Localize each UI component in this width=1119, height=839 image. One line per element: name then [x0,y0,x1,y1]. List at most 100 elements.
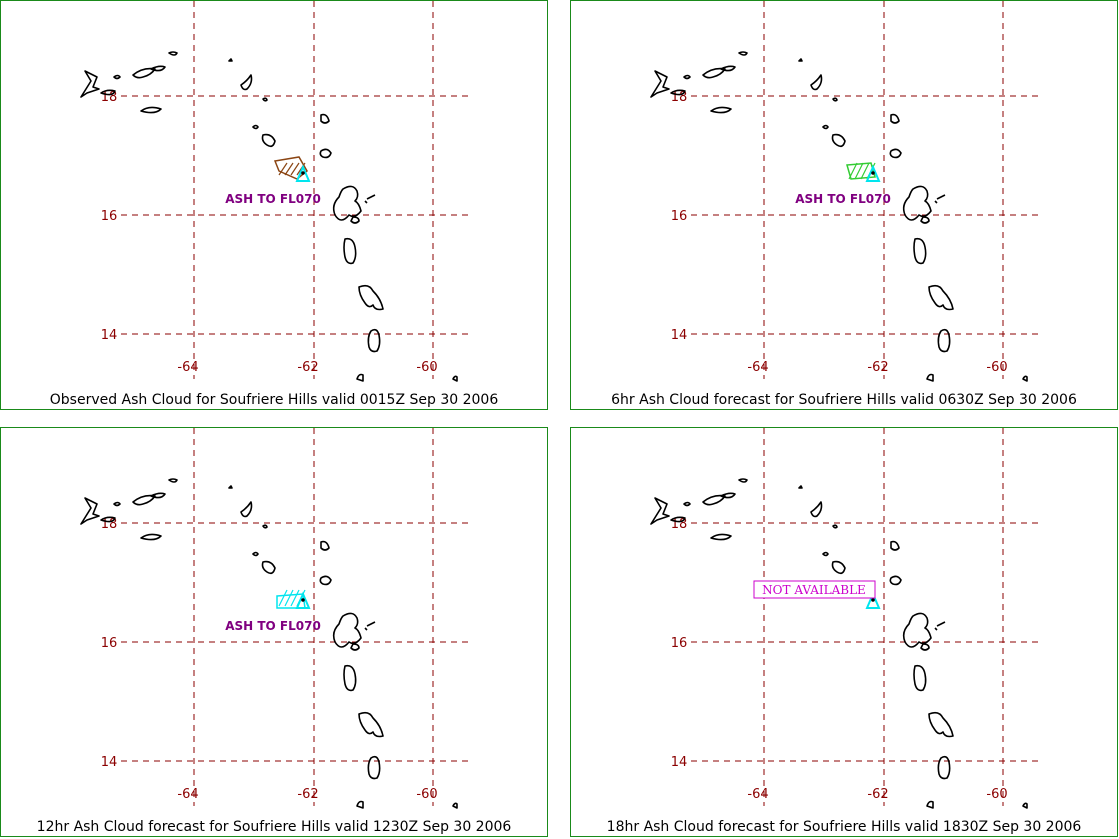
island-outline [364,194,376,204]
island-outline [920,216,930,224]
island-outline [934,621,946,631]
island-outline [350,216,360,224]
island-outline [168,51,178,56]
panel-observed: 18 16 14 -64 -62 -60 ASH TO FL070 Observed Ash… [0,0,548,410]
island-outline [228,485,233,489]
island-outline [670,516,686,523]
ash-level-annotation: ASH TO FL070 [225,619,321,633]
island-outline [926,800,934,809]
ash-hatch-line [284,162,294,176]
island-outline [320,540,330,551]
island-outline [262,97,268,102]
triangle-icon [295,591,311,609]
panel-caption: 18hr Ash Cloud forecast for Soufriere Hi… [606,819,1082,835]
island-outline [319,148,332,159]
longitude-label: -64 [747,787,768,802]
latitude-label: 16 [101,636,118,651]
island-outline [889,148,902,159]
island-outline [822,124,829,130]
island-outline [252,551,259,557]
latitude-label: 14 [671,755,688,770]
ash-hatch-line [284,589,294,607]
island-outline [889,575,902,586]
island-outline [913,237,927,265]
longitude-label: -60 [416,360,437,375]
ash-hatch-line [296,162,306,176]
island-outline [319,575,332,586]
island-outline [367,755,381,780]
status-box [753,580,876,599]
island-outline [926,373,934,382]
island-outline [356,373,364,382]
longitude-label: -64 [177,787,198,802]
triangle-icon [865,591,881,609]
island-outline [140,106,162,114]
island-outline [822,551,829,557]
panel-12hr: 18 16 14 -64 -62 -60 ASH TO FL070 12hr Ash Clo… [0,427,548,837]
island-outline [1022,802,1028,809]
panel-caption: 12hr Ash Cloud forecast for Soufriere Hi… [36,819,512,835]
status-text: NOT AVAILABLE [762,583,866,597]
ash-cloud [273,156,308,180]
longitude-label: -62 [297,360,318,375]
island-outline [80,70,100,98]
latitude-label: 14 [101,328,118,343]
ash-hatch-line [854,162,864,180]
island-outline [113,74,121,80]
latitude-label: 16 [101,209,118,224]
longitude-label: -62 [867,787,888,802]
island-outline [452,375,458,382]
island-outline [452,802,458,809]
panel-6hr: 18 16 14 -64 -62 -60 ASH TO FL070 6hr Ash Clou… [570,0,1118,410]
panel-18hr: 18 16 14 -64 -62 -60 NOT AVAILABLE 18hr Ash Cl… [570,427,1118,837]
island-outline [934,194,946,204]
island-outline [832,97,838,102]
island-outline [902,185,932,221]
island-outline [683,501,691,507]
ash-cloud-outline [273,156,308,180]
island-outline [343,237,357,265]
island-outline [720,492,736,499]
island-outline [240,74,253,91]
island-outline [710,106,732,114]
island-outline [132,494,156,506]
island-outline [920,643,930,651]
longitude-label: -60 [986,787,1007,802]
ash-hatch-line [848,162,858,180]
island-outline [810,501,823,518]
island-outline [832,524,838,529]
island-outline [80,497,100,525]
island-outline [831,560,846,575]
ash-hatch-line [278,589,288,607]
island-outline [683,74,691,80]
island-outline [252,124,259,130]
longitude-label: -62 [297,787,318,802]
ash-level-annotation: ASH TO FL070 [795,192,891,206]
island-outline [168,478,178,483]
coastline [650,51,1028,382]
island-outline [261,560,276,575]
island-outline [150,65,166,72]
island-outline [650,497,670,525]
longitude-label: -60 [986,360,1007,375]
island-outline [358,284,384,311]
island-outline [913,664,927,692]
island-outline [132,67,156,79]
ash-hatch-line [278,162,288,176]
island-outline [902,612,932,648]
island-outline [738,51,748,56]
island-outline [332,612,362,648]
island-outline [702,494,726,506]
longitude-label: -62 [867,360,888,375]
island-outline [262,524,268,529]
volcano-dot [871,598,875,602]
ash-hatch-line [290,589,300,607]
island-outline [100,516,116,523]
island-outline [320,113,330,124]
volcano-dot [301,171,305,175]
latitude-label: 14 [101,755,118,770]
coastline [80,478,458,809]
